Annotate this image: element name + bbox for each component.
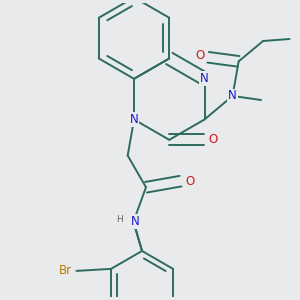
Text: O: O: [186, 175, 195, 188]
Text: O: O: [209, 133, 218, 146]
Text: N: N: [228, 89, 237, 102]
Text: N: N: [130, 113, 138, 126]
Text: O: O: [195, 49, 204, 62]
Text: N: N: [131, 215, 140, 228]
Text: H: H: [116, 215, 123, 224]
Text: N: N: [200, 72, 209, 85]
Text: Br: Br: [59, 264, 72, 278]
